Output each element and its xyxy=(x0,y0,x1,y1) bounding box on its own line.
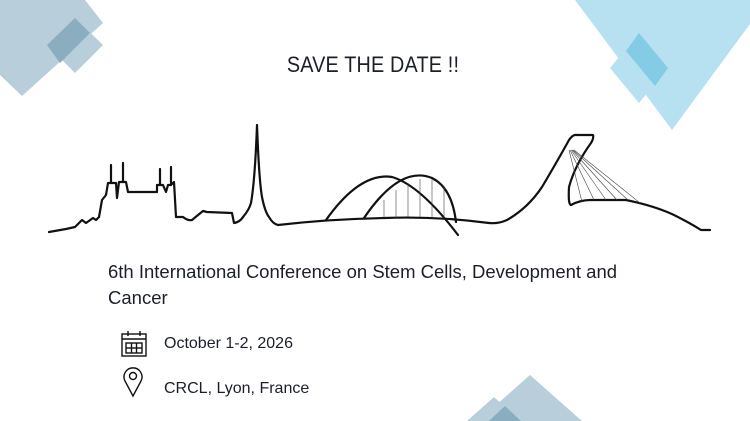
event-date: October 1-2, 2026 xyxy=(164,335,293,352)
event-location: CRCL, Lyon, France xyxy=(164,380,310,397)
bottom-overlap xyxy=(489,406,521,421)
conference-name: 6th International Conference on Stem Cel… xyxy=(108,261,618,308)
lyon-skyline-drawing xyxy=(47,123,712,237)
footbridge-cables xyxy=(568,149,641,204)
top-right-overlap xyxy=(626,33,668,86)
bridge-hangers xyxy=(383,179,445,218)
top-left-overlap xyxy=(47,18,90,63)
calendar-icon xyxy=(121,331,147,357)
page-title: SAVE THE DATE !! xyxy=(286,52,460,77)
map-pin-icon xyxy=(123,367,143,398)
